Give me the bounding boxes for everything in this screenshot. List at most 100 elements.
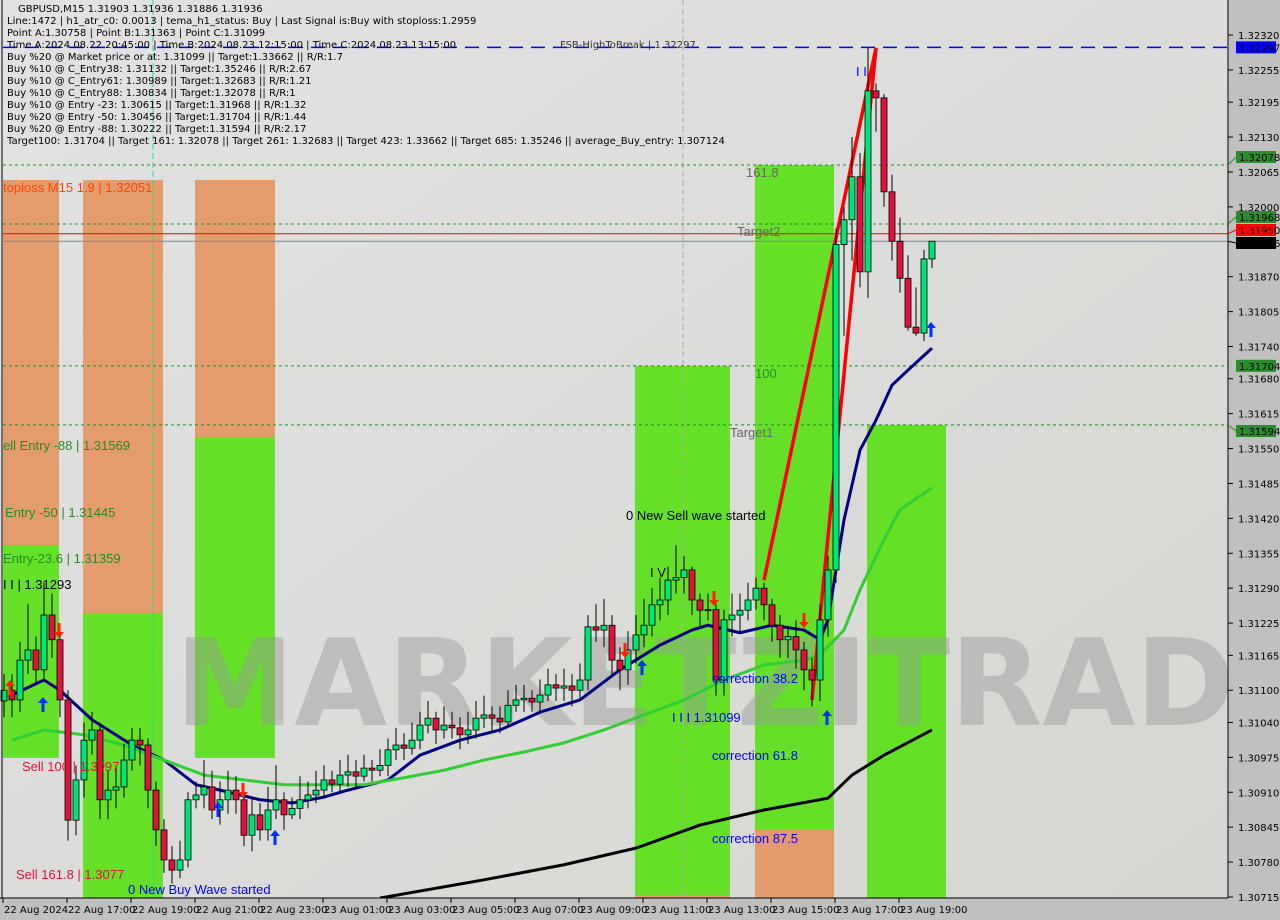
y-tick-label: 1.30780 xyxy=(1238,858,1279,869)
candle xyxy=(8,674,16,718)
candle xyxy=(336,760,344,793)
candle xyxy=(816,604,824,701)
candle-body xyxy=(16,659,24,701)
candle-body xyxy=(632,634,640,651)
candle-body xyxy=(80,739,88,781)
candle xyxy=(728,593,736,637)
candle-body xyxy=(296,799,304,809)
info-line: Buy %20 @ Entry -88: 1.30222 || Target:1… xyxy=(7,124,307,135)
candle xyxy=(112,765,120,809)
arrow-up-icon xyxy=(213,802,223,817)
candle-body xyxy=(240,799,248,836)
y-tick-label: 1.31100 xyxy=(1238,686,1279,697)
candle xyxy=(192,781,200,809)
price-tag-connector xyxy=(1227,156,1237,166)
annotation-point-c: I I I 1.31099 xyxy=(672,710,741,725)
candle-body xyxy=(352,771,360,777)
candle xyxy=(96,722,104,820)
x-tick-label: 23 Aug 05:00 xyxy=(452,905,519,916)
candle xyxy=(504,690,512,728)
candle-body xyxy=(304,794,312,801)
candle xyxy=(888,174,896,261)
candle xyxy=(752,577,760,610)
sell-zone xyxy=(3,180,59,545)
candle-body xyxy=(280,799,288,816)
annotation-entry-236: Entry-23.6 | 1.31359 xyxy=(3,551,121,566)
candle xyxy=(24,604,32,675)
candle-body xyxy=(824,569,832,621)
candle-body xyxy=(656,599,664,606)
candle-body xyxy=(136,739,144,746)
y-tick-label: 1.31805 xyxy=(1238,308,1279,319)
x-tick-label: 23 Aug 01:00 xyxy=(324,905,391,916)
candle xyxy=(184,792,192,868)
candle-body xyxy=(728,614,736,621)
candle xyxy=(552,674,560,701)
price-tag-label: 1.31594 xyxy=(1239,427,1280,438)
candle-body xyxy=(472,717,480,731)
candle xyxy=(608,615,616,675)
x-tick-label: 23 Aug 13:00 xyxy=(708,905,775,916)
annotation-wave-label-left: I I | 1.31293 xyxy=(3,577,71,592)
annotation-sell-entry-88: ell Entry -88 | 1.31569 xyxy=(3,438,130,453)
candle xyxy=(208,770,216,820)
price-tag-label: 1.31968 xyxy=(1239,213,1280,224)
candle xyxy=(56,631,64,718)
candle xyxy=(696,593,704,626)
arrow-up-icon xyxy=(38,697,48,712)
price-tag-label: 1.31704 xyxy=(1239,362,1280,373)
candle xyxy=(912,287,920,336)
candle-body xyxy=(272,799,280,811)
candle-body xyxy=(488,714,496,719)
annotations-layer: toploss M15 1.9 | 1.32051 ell Entry -88 |… xyxy=(3,64,867,897)
candle xyxy=(376,749,384,777)
candle-body xyxy=(144,744,152,791)
y-tick-label: 1.31355 xyxy=(1238,549,1279,560)
x-tick-label: 22 Aug 19:00 xyxy=(132,905,199,916)
candle xyxy=(512,684,520,712)
candle-body xyxy=(384,749,392,766)
x-tick-label: 22 Aug 23:00 xyxy=(260,905,327,916)
candle-body xyxy=(72,779,80,821)
candle-body xyxy=(480,714,488,719)
candle xyxy=(744,582,752,621)
candle-body xyxy=(800,649,808,671)
x-tick-label: 23 Aug 11:00 xyxy=(644,905,711,916)
candle xyxy=(688,566,696,616)
candle xyxy=(864,47,872,299)
annotation-correction-618: correction 61.8 xyxy=(712,748,798,763)
arrow-up-icon xyxy=(822,710,832,725)
candle xyxy=(680,555,688,594)
candle xyxy=(280,792,288,830)
candle xyxy=(448,711,456,739)
info-line: Line:1472 | h1_atr_c0: 0.0013 | tema_h1_… xyxy=(7,16,477,27)
y-tick-label: 1.31420 xyxy=(1238,514,1279,525)
candle-body xyxy=(448,724,456,729)
candle-body xyxy=(416,724,424,741)
annotation-correction-875: correction 87.5 xyxy=(712,831,798,846)
candle-body xyxy=(896,240,904,279)
candle xyxy=(408,722,416,755)
candle-body xyxy=(192,794,200,801)
candle-body xyxy=(504,704,512,723)
y-tick-label: 1.31870 xyxy=(1238,273,1279,284)
candle-body xyxy=(688,569,696,601)
x-tick-label: 23 Aug 09:00 xyxy=(580,905,647,916)
candle-body xyxy=(312,789,320,796)
sell-zone xyxy=(755,830,834,898)
candle-body xyxy=(288,807,296,816)
time-axis[interactable] xyxy=(0,898,1280,920)
candle-body xyxy=(152,789,160,831)
candle xyxy=(432,711,440,744)
candle-body xyxy=(248,814,256,836)
candle-body xyxy=(920,258,928,334)
info-line: Target100: 1.31704 || Target 161: 1.3207… xyxy=(7,136,725,147)
y-tick-label: 1.32000 xyxy=(1238,203,1279,214)
candle xyxy=(528,690,536,712)
candle xyxy=(784,625,792,659)
candle-body xyxy=(456,727,464,736)
arrow-up-icon xyxy=(926,322,936,337)
candle xyxy=(792,620,800,669)
